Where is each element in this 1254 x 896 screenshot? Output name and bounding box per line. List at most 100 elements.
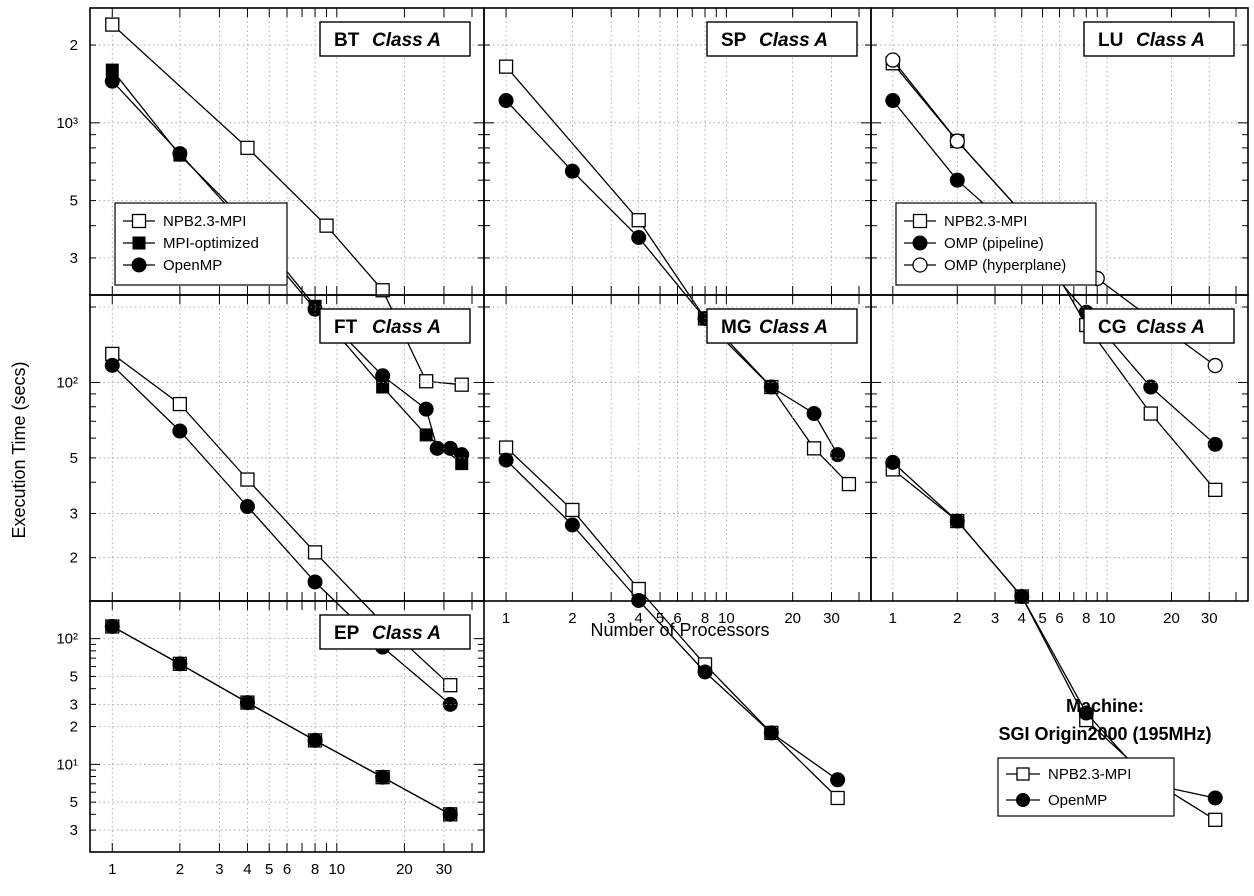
- y-tick-label: 2: [70, 37, 78, 54]
- x-tick-label: 10: [1099, 610, 1116, 627]
- x-tick-label: 6: [673, 610, 681, 627]
- panel-title-class: Class A: [1136, 30, 1205, 51]
- y-tick-label: 3: [70, 696, 78, 713]
- panel-title-code: SP: [721, 30, 747, 51]
- y-axis-title: Execution Time (secs): [9, 361, 29, 538]
- filled-circle-marker: [104, 73, 120, 89]
- open-square-marker: [454, 377, 469, 392]
- open-circle-marker: [1207, 357, 1223, 374]
- filled-circle-marker: [564, 163, 580, 179]
- panel-title-code: MG: [721, 317, 752, 338]
- open-square-marker: [1143, 406, 1158, 421]
- y-tick-label: 10²: [56, 631, 78, 648]
- panel-title-class: Class A: [372, 317, 441, 338]
- filled-circle-marker: [454, 447, 470, 463]
- y-tick-label: 2: [70, 550, 78, 567]
- x-tick-label: 6: [283, 861, 291, 878]
- filled-circle-marker: [949, 172, 965, 188]
- series-open-square: [105, 17, 469, 392]
- panel-legend: NPB2.3-MPI MPI-optimized OpenMP: [114, 202, 288, 286]
- x-tick-label: 8: [1082, 610, 1090, 627]
- panel-title-code: EP: [334, 623, 360, 644]
- filled-circle-marker: [131, 257, 147, 273]
- y-tick-label: 5: [70, 450, 78, 467]
- y-tick-label: 5: [70, 794, 78, 811]
- y-tick-label: 5: [70, 193, 78, 210]
- x-tick-label: 20: [784, 610, 801, 627]
- y-tick-label: 2: [70, 719, 78, 736]
- x-tick-label: 5: [265, 861, 273, 878]
- series-line: [111, 625, 451, 815]
- filled-circle-marker: [631, 229, 647, 245]
- filled-circle-marker: [949, 513, 965, 529]
- panel-mg: 1 2 3 4 5 6 8 10 20 30 MG Class A: [483, 294, 872, 806]
- machine-name: SGI Origin2000 (195MHz): [998, 724, 1211, 744]
- filled-circle-marker: [763, 379, 779, 395]
- x-tick-label: 1: [502, 610, 510, 627]
- series-line: [505, 447, 839, 799]
- filled-circle-marker: [806, 406, 822, 422]
- filled-circle-marker: [830, 447, 846, 463]
- panel-frame: [870, 294, 1249, 602]
- open-square-marker: [631, 213, 646, 228]
- panel-title-box: [1083, 308, 1235, 344]
- panel-title-box: [319, 614, 471, 650]
- filled-circle-marker: [1143, 379, 1159, 395]
- legend-label: NPB2.3-MPI: [944, 213, 1027, 230]
- panel-title-code: LU: [1098, 30, 1123, 51]
- x-tick-label: 3: [607, 610, 615, 627]
- x-tick-label: 5: [656, 610, 664, 627]
- filled-circle-marker: [442, 806, 458, 822]
- y-tick-label: 3: [70, 250, 78, 267]
- open-square-marker: [498, 440, 514, 455]
- filled-circle-marker: [104, 618, 120, 634]
- filled-circle-marker: [418, 401, 434, 417]
- legend-label: MPI-optimized: [163, 235, 259, 252]
- filled-circle-marker: [172, 146, 188, 162]
- legend-label: OMP (pipeline): [944, 235, 1044, 252]
- filled-circle-marker: [912, 235, 928, 251]
- open-square-marker: [806, 441, 822, 456]
- series-line: [111, 364, 451, 705]
- machine-legend-label-mpi: NPB2.3-MPI: [1048, 766, 1131, 783]
- y-tick-label: 10²: [56, 374, 78, 391]
- open-square-marker: [498, 59, 514, 74]
- open-circle-marker: [912, 257, 928, 273]
- filled-circle-marker: [172, 656, 188, 672]
- open-square-marker: [319, 218, 334, 233]
- y-tick-label: 5: [70, 668, 78, 685]
- filled-circle-marker: [498, 452, 514, 468]
- filled-circle-marker: [1016, 793, 1030, 807]
- x-tick-label: 5: [1038, 610, 1046, 627]
- machine-legend-label-openmp: OpenMP: [1048, 792, 1107, 809]
- legend-label: OMP (hyperplane): [944, 257, 1066, 274]
- open-square-marker: [1208, 812, 1223, 827]
- x-tick-label: 8: [701, 610, 709, 627]
- filled-circle-marker: [442, 440, 458, 456]
- filled-circle-marker: [885, 93, 901, 109]
- open-circle-marker: [885, 52, 901, 68]
- x-tick-label: 1: [889, 610, 897, 627]
- panel-title-class: Class A: [759, 317, 828, 338]
- filled-square-marker: [419, 428, 433, 442]
- x-tick-label: 4: [1018, 610, 1026, 627]
- series-line: [892, 461, 1216, 799]
- filled-circle-marker: [1078, 705, 1094, 721]
- panel-title-class: Class A: [759, 30, 828, 51]
- panel-title-box: [319, 308, 471, 344]
- open-square-marker: [830, 790, 845, 806]
- y-tick-label: 10¹: [56, 756, 78, 773]
- x-tick-label: 2: [568, 610, 576, 627]
- legend-label: NPB2.3-MPI: [163, 213, 246, 230]
- y-tick-label: 3: [70, 506, 78, 523]
- series-filled-circle: [498, 452, 846, 788]
- open-square-marker: [912, 213, 928, 229]
- open-circle-marker: [949, 133, 965, 149]
- x-tick-label: 10: [718, 610, 735, 627]
- filled-circle-marker: [239, 695, 255, 711]
- x-tick-label: 8: [311, 861, 319, 878]
- legend-label: OpenMP: [163, 257, 222, 274]
- x-tick-label: 2: [176, 861, 184, 878]
